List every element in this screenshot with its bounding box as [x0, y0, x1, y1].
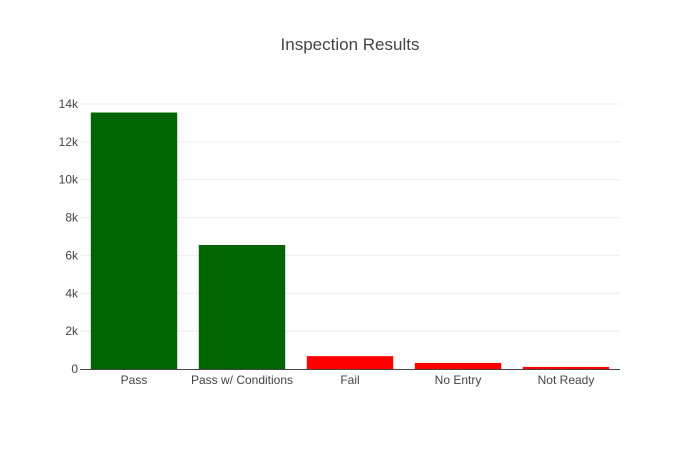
- x-tick-label: Pass: [121, 373, 148, 387]
- bars: [90, 112, 610, 370]
- x-tick-label: Fail: [340, 373, 359, 387]
- bar[interactable]: [198, 245, 286, 369]
- bar[interactable]: [414, 362, 502, 369]
- y-tick-label: 8k: [65, 211, 79, 225]
- x-axis-ticks: Pass Pass w/ Conditions Fail No Entry Not Re…: [121, 373, 595, 387]
- y-tick-label: 6k: [65, 248, 79, 262]
- bar[interactable]: [522, 366, 610, 369]
- y-tick-label: 10k: [59, 173, 79, 187]
- bar[interactable]: [90, 112, 178, 370]
- y-axis-ticks: 0 2k 4k 6k 8k 10k 12k 14k: [59, 97, 79, 376]
- y-tick-label: 14k: [59, 97, 79, 111]
- x-tick-label: Pass w/ Conditions: [191, 373, 293, 387]
- chart-title: Inspection Results: [281, 35, 420, 54]
- x-tick-label: Not Ready: [538, 373, 595, 387]
- y-tick-label: 12k: [59, 135, 79, 149]
- y-tick-label: 2k: [65, 324, 79, 338]
- bar[interactable]: [306, 356, 394, 369]
- y-tick-label: 4k: [65, 286, 79, 300]
- y-tick-label: 0: [71, 362, 78, 376]
- x-tick-label: No Entry: [435, 373, 482, 387]
